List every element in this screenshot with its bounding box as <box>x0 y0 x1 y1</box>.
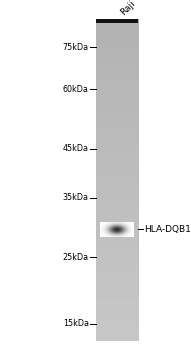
Text: 25kDa: 25kDa <box>63 253 89 262</box>
Bar <box>96 19 138 23</box>
Text: 45kDa: 45kDa <box>63 144 89 153</box>
Text: 35kDa: 35kDa <box>63 193 89 202</box>
Text: HLA-DQB1: HLA-DQB1 <box>144 225 191 234</box>
Text: 75kDa: 75kDa <box>63 43 89 52</box>
Text: Raji: Raji <box>118 0 137 18</box>
Text: 60kDa: 60kDa <box>63 85 89 94</box>
Text: 15kDa: 15kDa <box>63 319 89 328</box>
